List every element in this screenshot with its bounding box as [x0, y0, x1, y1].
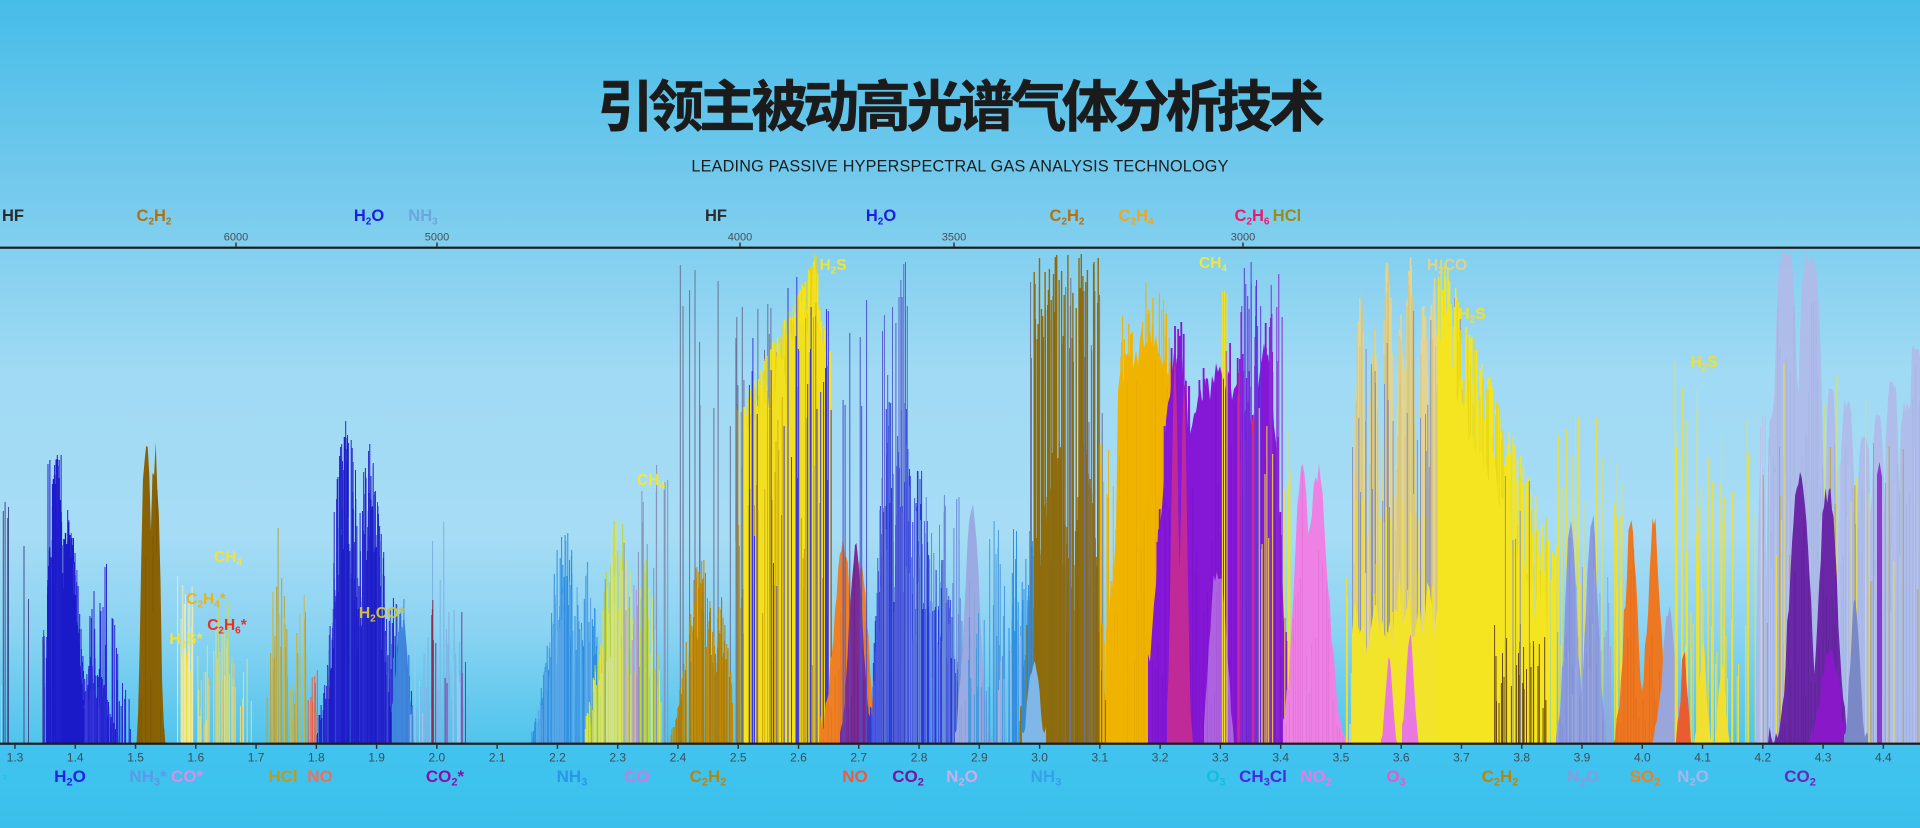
svg-text:2.7: 2.7: [850, 751, 867, 765]
svg-text:N2O: N2O: [946, 767, 978, 789]
svg-text:CO*: CO*: [171, 767, 204, 786]
svg-text:6000: 6000: [224, 232, 248, 244]
svg-text:2.1: 2.1: [489, 751, 506, 765]
svg-text:HF: HF: [2, 207, 24, 225]
svg-text:SO2: SO2: [1630, 767, 1661, 789]
svg-text:2.3: 2.3: [609, 751, 626, 765]
svg-text:3.8: 3.8: [1513, 751, 1530, 765]
svg-text:H2S: H2S: [819, 257, 846, 277]
svg-text:1.6: 1.6: [187, 751, 204, 765]
svg-text:3.1: 3.1: [1092, 751, 1109, 765]
svg-text:1.9: 1.9: [368, 751, 385, 765]
svg-text:N2O: N2O: [1677, 767, 1709, 789]
svg-text:H2CO: H2CO: [1427, 257, 1467, 277]
svg-text:HF: HF: [705, 207, 727, 225]
svg-text:NO2: NO2: [1300, 767, 1332, 789]
svg-text:3.7: 3.7: [1453, 751, 1470, 765]
svg-text:2.2: 2.2: [549, 751, 566, 765]
svg-text:C2H2: C2H2: [690, 767, 727, 789]
svg-text:O3: O3: [1206, 767, 1225, 789]
svg-text:C2H6*: C2H6*: [207, 617, 248, 637]
svg-text:LEADING PASSIVE HYPERSPECTRAL: LEADING PASSIVE HYPERSPECTRAL GAS ANALYS…: [691, 158, 1228, 176]
svg-text:NO: NO: [307, 767, 333, 786]
svg-text:1.4: 1.4: [67, 751, 84, 765]
svg-text:HCl: HCl: [268, 767, 297, 786]
svg-text:3.4: 3.4: [1272, 751, 1289, 765]
svg-text:1.3: 1.3: [7, 751, 24, 765]
svg-text:1.8: 1.8: [308, 751, 325, 765]
svg-text:O3: O3: [1386, 767, 1405, 789]
svg-text:3.9: 3.9: [1574, 751, 1591, 765]
svg-text:NH3*: NH3*: [129, 767, 167, 789]
svg-text:H2O: H2O: [54, 767, 86, 789]
svg-text:3.5: 3.5: [1333, 751, 1350, 765]
svg-text:3.2: 3.2: [1152, 751, 1169, 765]
svg-text:H2S: H2S: [1690, 354, 1717, 374]
svg-text:4.3: 4.3: [1815, 751, 1832, 765]
svg-text:C2H6: C2H6: [1235, 207, 1270, 228]
svg-text:1.7: 1.7: [248, 751, 265, 765]
svg-text:H2S: H2S: [1458, 306, 1485, 326]
svg-text:4.0: 4.0: [1634, 751, 1651, 765]
svg-text:CH4: CH4: [1199, 255, 1227, 275]
svg-text:2.0: 2.0: [429, 751, 446, 765]
svg-text:H2S*: H2S*: [169, 631, 203, 651]
svg-text:H2O: H2O: [354, 207, 384, 228]
svg-text:NH3: NH3: [408, 207, 438, 228]
svg-text:CO2: CO2: [892, 767, 924, 789]
svg-text:3000: 3000: [1231, 232, 1255, 244]
svg-text:3500: 3500: [942, 232, 966, 244]
svg-text:2.6: 2.6: [790, 751, 807, 765]
svg-text:H2CO*: H2CO*: [359, 605, 406, 625]
svg-text:CH4: CH4: [637, 472, 665, 492]
svg-text:CO: CO: [624, 767, 650, 786]
svg-text:3.6: 3.6: [1393, 751, 1410, 765]
svg-text:4000: 4000: [728, 232, 752, 244]
svg-text:C2H2: C2H2: [1482, 767, 1519, 789]
svg-text:HCl: HCl: [1273, 207, 1301, 225]
svg-text:CH4: CH4: [214, 549, 242, 569]
svg-text:C2H4*: C2H4*: [186, 591, 227, 611]
svg-text:C2H2: C2H2: [137, 207, 172, 228]
svg-text:₂: ₂: [2, 767, 8, 782]
svg-text:NO: NO: [842, 767, 868, 786]
svg-text:CO2: CO2: [1784, 767, 1816, 789]
svg-text:3.0: 3.0: [1031, 751, 1048, 765]
svg-text:N2O: N2O: [1567, 767, 1599, 789]
svg-text:C2H2: C2H2: [1050, 207, 1085, 228]
svg-text:H2O: H2O: [866, 207, 896, 228]
svg-text:CH3Cl: CH3Cl: [1239, 767, 1287, 789]
svg-text:C2H4: C2H4: [1119, 207, 1154, 228]
svg-text:4.4: 4.4: [1875, 751, 1892, 765]
svg-text:CO2*: CO2*: [426, 767, 465, 789]
svg-text:2.9: 2.9: [971, 751, 988, 765]
svg-text:3.3: 3.3: [1212, 751, 1229, 765]
svg-text:2.4: 2.4: [670, 751, 687, 765]
svg-text:5000: 5000: [425, 232, 449, 244]
svg-text:4.2: 4.2: [1754, 751, 1771, 765]
svg-text:2.5: 2.5: [730, 751, 747, 765]
svg-text:NH3: NH3: [1031, 767, 1062, 789]
svg-text:1.5: 1.5: [127, 751, 144, 765]
svg-text:NH3: NH3: [557, 767, 588, 789]
svg-text:2.8: 2.8: [911, 751, 928, 765]
svg-text:4.1: 4.1: [1694, 751, 1711, 765]
